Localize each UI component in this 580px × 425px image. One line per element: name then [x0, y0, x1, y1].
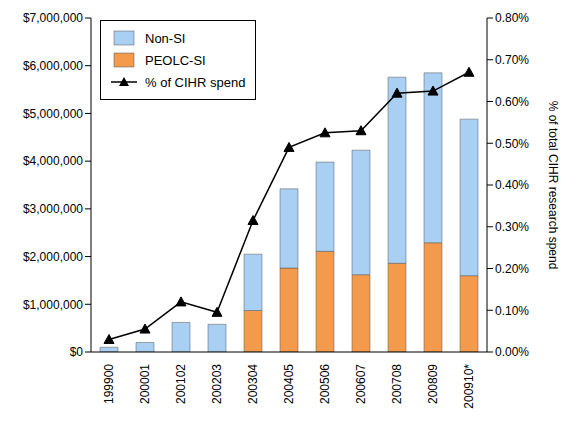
svg-text:200203: 200203	[210, 364, 224, 404]
svg-text:$3,000,000: $3,000,000	[23, 202, 83, 216]
svg-text:$2,000,000: $2,000,000	[23, 250, 83, 264]
svg-text:200001: 200001	[138, 364, 152, 404]
svg-text:200102: 200102	[174, 364, 188, 404]
svg-text:$4,000,000: $4,000,000	[23, 154, 83, 168]
svg-text:% of total CIHR research spend: % of total CIHR research spend	[546, 101, 560, 270]
svg-text:0.60%: 0.60%	[495, 95, 529, 109]
svg-text:$7,000,000: $7,000,000	[23, 11, 83, 25]
svg-text:200708: 200708	[390, 364, 404, 404]
svg-text:0.70%: 0.70%	[495, 53, 529, 67]
svg-text:0.00%: 0.00%	[495, 345, 529, 359]
svg-text:200910*: 200910*	[462, 364, 476, 409]
svg-text:0.40%: 0.40%	[495, 178, 529, 192]
html-text:PEOLC-SI: PEOLC-SI	[145, 52, 206, 68]
svg-text:200506: 200506	[318, 364, 332, 404]
svg-text:$6,000,000: $6,000,000	[23, 59, 83, 73]
svg-text:0.10%: 0.10%	[495, 304, 529, 318]
svg-text:$5,000,000: $5,000,000	[23, 107, 83, 121]
svg-text:0.20%: 0.20%	[495, 262, 529, 276]
svg-text:0.30%: 0.30%	[495, 220, 529, 234]
svg-text:$0: $0	[70, 345, 84, 359]
html-text:Non-SI: Non-SI	[145, 30, 186, 46]
svg-text:200809: 200809	[426, 364, 440, 404]
svg-text:199900: 199900	[102, 364, 116, 404]
svg-text:0.80%: 0.80%	[495, 11, 529, 25]
svg-text:$1,000,000: $1,000,000	[23, 298, 83, 312]
svg-text:200405: 200405	[282, 364, 296, 404]
svg-text:0.50%: 0.50%	[495, 137, 529, 151]
svg-text:200607: 200607	[354, 364, 368, 404]
html-text:% of CIHR spend: % of CIHR spend	[145, 74, 246, 90]
svg-text:200304: 200304	[246, 364, 260, 404]
